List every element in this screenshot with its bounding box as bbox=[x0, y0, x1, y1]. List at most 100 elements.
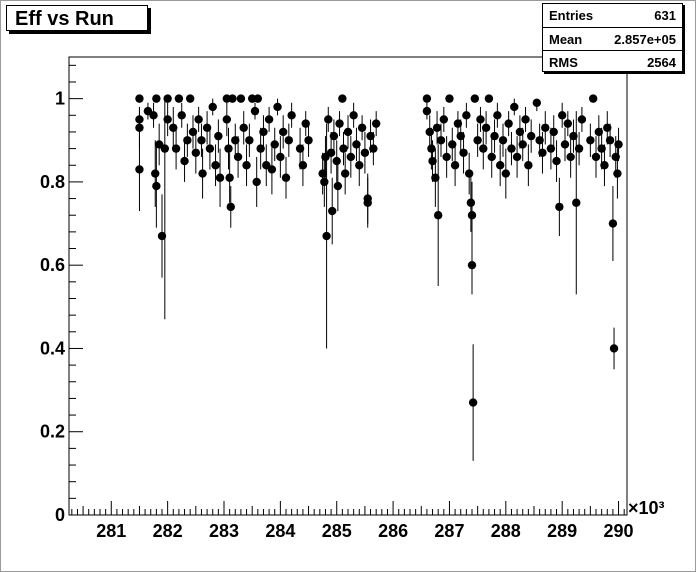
data-point bbox=[428, 156, 437, 166]
data-point bbox=[431, 173, 440, 182]
stat-row-mean: Mean 2.857e+05 bbox=[543, 27, 682, 51]
data-point bbox=[467, 211, 477, 220]
data-point bbox=[270, 140, 279, 149]
x-tick-label: 285 bbox=[322, 521, 352, 541]
data-point bbox=[425, 127, 434, 137]
data-point bbox=[211, 161, 220, 170]
data-point bbox=[278, 127, 288, 137]
y-tick-label: 0 bbox=[55, 505, 65, 525]
data-point bbox=[188, 127, 198, 137]
data-point bbox=[242, 161, 251, 170]
y-tick-label: 1 bbox=[55, 89, 65, 109]
data-point bbox=[332, 156, 341, 166]
data-point bbox=[197, 136, 206, 145]
data-point bbox=[253, 94, 263, 103]
data-point bbox=[174, 94, 184, 103]
data-point bbox=[222, 115, 232, 124]
data-point bbox=[340, 169, 350, 178]
data-point bbox=[160, 144, 170, 153]
data-point bbox=[487, 152, 496, 162]
data-point bbox=[256, 144, 265, 153]
data-point bbox=[281, 173, 291, 182]
data-point bbox=[588, 94, 598, 103]
data-point bbox=[169, 123, 178, 132]
data-point bbox=[214, 131, 223, 141]
data-point bbox=[287, 111, 296, 120]
y-tick-label: 0.8 bbox=[40, 172, 65, 192]
data-point bbox=[510, 102, 519, 112]
data-point bbox=[526, 131, 536, 141]
data-point bbox=[151, 169, 160, 178]
data-point bbox=[177, 111, 186, 120]
data-point bbox=[535, 136, 544, 145]
data-point bbox=[355, 161, 364, 170]
data-point bbox=[273, 102, 282, 112]
stat-label: RMS bbox=[549, 55, 578, 70]
x-tick-label: 283 bbox=[209, 521, 239, 541]
data-point bbox=[557, 111, 567, 120]
data-point bbox=[301, 119, 310, 128]
data-point bbox=[329, 131, 339, 141]
data-point bbox=[233, 152, 243, 162]
data-point bbox=[357, 123, 367, 132]
data-point bbox=[504, 119, 513, 128]
data-point bbox=[560, 140, 570, 149]
data-point bbox=[152, 94, 161, 103]
data-point bbox=[450, 161, 460, 170]
data-point bbox=[493, 111, 502, 120]
y-tick-label: 0.4 bbox=[40, 338, 65, 358]
stat-value: 631 bbox=[654, 8, 676, 23]
stat-label: Mean bbox=[549, 32, 583, 47]
data-point bbox=[466, 198, 476, 207]
data-point bbox=[605, 136, 615, 145]
y-tick-label: 0.6 bbox=[40, 255, 65, 275]
data-point bbox=[194, 115, 203, 124]
data-point bbox=[352, 140, 361, 149]
data-point bbox=[259, 127, 268, 137]
data-point bbox=[205, 144, 215, 153]
data-point bbox=[228, 94, 237, 103]
data-point bbox=[574, 144, 584, 153]
data-point bbox=[202, 123, 212, 132]
data-point bbox=[603, 123, 612, 132]
data-point bbox=[468, 398, 478, 407]
data-point bbox=[298, 161, 308, 170]
data-point bbox=[295, 144, 305, 153]
data-point bbox=[152, 181, 161, 191]
data-point bbox=[532, 98, 542, 108]
data-point bbox=[445, 94, 454, 103]
data-point bbox=[432, 123, 442, 132]
data-point bbox=[320, 177, 329, 187]
data-point bbox=[163, 94, 172, 103]
data-point bbox=[183, 136, 192, 145]
x-multiplier-label: ×10³ bbox=[628, 498, 665, 518]
data-point bbox=[264, 115, 274, 124]
data-point bbox=[276, 152, 285, 162]
data-point bbox=[470, 94, 480, 103]
data-point bbox=[594, 127, 604, 137]
data-point bbox=[569, 131, 578, 141]
data-point bbox=[555, 202, 564, 212]
data-point bbox=[433, 211, 443, 220]
data-point bbox=[456, 131, 465, 141]
data-point bbox=[518, 140, 527, 149]
stat-row-entries: Entries 631 bbox=[543, 4, 682, 27]
data-point bbox=[284, 136, 294, 145]
data-point bbox=[215, 173, 225, 182]
stats-box: Entries 631 Mean 2.857e+05 RMS 2564 bbox=[542, 3, 683, 72]
stat-value: 2.857e+05 bbox=[614, 32, 676, 47]
data-point bbox=[225, 173, 234, 182]
data-point bbox=[459, 148, 468, 157]
data-point bbox=[521, 115, 530, 124]
data-point bbox=[245, 136, 254, 145]
data-point bbox=[507, 144, 516, 153]
data-point bbox=[191, 148, 201, 157]
data-point bbox=[369, 144, 378, 153]
data-point bbox=[333, 181, 343, 191]
chart-title: Eff vs Run bbox=[6, 5, 148, 31]
data-point bbox=[335, 119, 344, 128]
data-point bbox=[572, 198, 581, 207]
data-point bbox=[512, 152, 522, 162]
data-point bbox=[157, 231, 167, 241]
